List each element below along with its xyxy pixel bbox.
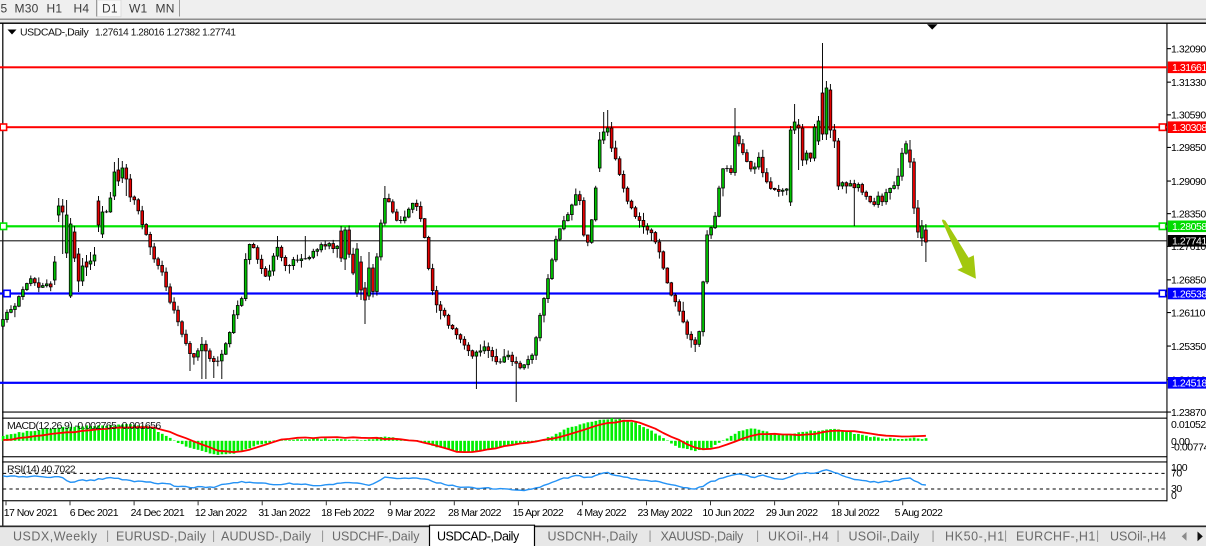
svg-text:29 Jun 2022: 29 Jun 2022 — [766, 507, 818, 519]
svg-text:30: 30 — [1171, 483, 1182, 495]
svg-text:31 Jan 2022: 31 Jan 2022 — [258, 507, 310, 519]
svg-text:AUDUSD-,Daily: AUDUSD-,Daily — [221, 530, 312, 544]
svg-text:1.28350: 1.28350 — [1171, 208, 1206, 220]
svg-text:1.24518: 1.24518 — [1172, 378, 1206, 390]
svg-text:5: 5 — [1, 2, 8, 16]
svg-text:24 Dec 2021: 24 Dec 2021 — [131, 507, 185, 519]
svg-text:5 Aug 2022: 5 Aug 2022 — [895, 507, 943, 519]
svg-text:1.27614 1.28016 1.27382 1.2774: 1.27614 1.28016 1.27382 1.27741 — [95, 28, 236, 39]
svg-text:USDCAD-,Daily: USDCAD-,Daily — [20, 27, 89, 39]
svg-text:17 Nov 2021: 17 Nov 2021 — [4, 507, 58, 519]
svg-text:1.30590: 1.30590 — [1171, 110, 1206, 122]
svg-text:0.00: 0.00 — [1171, 436, 1190, 448]
svg-text:H1: H1 — [47, 2, 63, 16]
svg-text:1.29090: 1.29090 — [1171, 176, 1206, 188]
svg-text:MACD(12,26,9) -0.002765 -0.001: MACD(12,26,9) -0.002765 -0.001656 — [7, 420, 161, 432]
svg-text:USOil-,Daily: USOil-,Daily — [849, 530, 921, 544]
svg-text:1.30308: 1.30308 — [1172, 122, 1206, 134]
svg-text:28 Mar 2022: 28 Mar 2022 — [448, 507, 502, 519]
svg-text:12 Jan 2022: 12 Jan 2022 — [195, 507, 247, 519]
svg-text:USDCNH-,Daily: USDCNH-,Daily — [548, 530, 639, 544]
svg-text:RSI(14) 40.7022: RSI(14) 40.7022 — [7, 464, 76, 476]
svg-text:0.01052: 0.01052 — [1171, 419, 1206, 431]
svg-text:0: 0 — [1171, 490, 1177, 502]
svg-text:1.28058: 1.28058 — [1172, 221, 1206, 233]
svg-text:100: 100 — [1171, 462, 1188, 474]
svg-text:1.27741: 1.27741 — [1172, 236, 1206, 248]
svg-text:10 Jun 2022: 10 Jun 2022 — [702, 507, 754, 519]
svg-text:4 May 2022: 4 May 2022 — [577, 507, 627, 519]
svg-text:USDX,Weekly: USDX,Weekly — [13, 530, 98, 544]
svg-text:D1: D1 — [102, 2, 118, 16]
svg-text:1.26538: 1.26538 — [1172, 288, 1206, 300]
svg-text:H4: H4 — [74, 2, 90, 16]
svg-text:M30: M30 — [15, 2, 39, 16]
svg-text:1.25350: 1.25350 — [1171, 341, 1206, 353]
svg-text:18 Jul 2022: 18 Jul 2022 — [831, 507, 880, 519]
svg-text:15 Apr 2022: 15 Apr 2022 — [513, 507, 564, 519]
svg-text:6 Dec 2021: 6 Dec 2021 — [70, 507, 119, 519]
svg-text:18 Feb 2022: 18 Feb 2022 — [321, 507, 375, 519]
svg-text:W1: W1 — [129, 2, 148, 16]
svg-text:1.26110: 1.26110 — [1171, 307, 1206, 319]
svg-text:1.31661: 1.31661 — [1172, 62, 1206, 74]
svg-text:1.23870: 1.23870 — [1171, 407, 1206, 419]
svg-text:9 Mar 2022: 9 Mar 2022 — [387, 507, 435, 519]
svg-text:-0.00774: -0.00774 — [1171, 441, 1206, 453]
svg-text:1.32090: 1.32090 — [1171, 43, 1206, 55]
svg-text:1.31330: 1.31330 — [1171, 77, 1206, 89]
svg-text:USDCHF-,Daily: USDCHF-,Daily — [332, 530, 420, 544]
svg-text:1.26850: 1.26850 — [1171, 275, 1206, 287]
svg-text:USOil-,H4: USOil-,H4 — [1110, 530, 1166, 544]
svg-text:HK50-,H1: HK50-,H1 — [945, 530, 1005, 544]
svg-text:MN: MN — [156, 2, 175, 16]
svg-text:70: 70 — [1171, 468, 1182, 480]
svg-text:EURCHF-,H1: EURCHF-,H1 — [1016, 530, 1096, 544]
svg-text:USDCAD-,Daily: USDCAD-,Daily — [437, 530, 520, 544]
svg-text:1.29850: 1.29850 — [1171, 142, 1206, 154]
svg-text:XAUUSD-,Daily: XAUUSD-,Daily — [661, 530, 744, 544]
svg-text:23 May 2022: 23 May 2022 — [637, 507, 692, 519]
svg-text:EURUSD-,Daily: EURUSD-,Daily — [116, 530, 207, 544]
svg-text:UKOil-,H4: UKOil-,H4 — [768, 530, 829, 544]
